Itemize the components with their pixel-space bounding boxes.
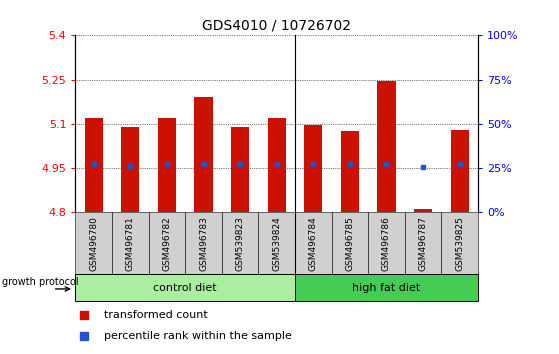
Bar [75, 212, 112, 274]
Bar [295, 212, 331, 274]
Text: percentile rank within the sample: percentile rank within the sample [103, 331, 291, 341]
Text: GSM496780: GSM496780 [89, 216, 98, 271]
Bar [442, 212, 478, 274]
Text: GSM496781: GSM496781 [126, 216, 135, 271]
Text: control diet: control diet [153, 282, 217, 293]
Text: GSM539824: GSM539824 [272, 216, 281, 271]
Text: GSM496782: GSM496782 [163, 216, 172, 271]
Bar [149, 212, 185, 274]
Text: GSM539823: GSM539823 [235, 216, 245, 271]
Text: GSM496787: GSM496787 [419, 216, 428, 271]
Bar [258, 212, 295, 274]
Bar [377, 81, 396, 212]
Text: growth protocol: growth protocol [2, 277, 78, 287]
Bar [304, 125, 323, 212]
Bar [368, 212, 405, 274]
Bar [185, 212, 222, 274]
Text: high fat diet: high fat diet [352, 282, 420, 293]
Text: GSM496784: GSM496784 [309, 216, 318, 271]
Bar [295, 274, 478, 301]
Bar [414, 210, 432, 212]
Text: transformed count: transformed count [103, 310, 207, 320]
Title: GDS4010 / 10726702: GDS4010 / 10726702 [202, 19, 351, 33]
Bar [112, 212, 149, 274]
Text: GSM539825: GSM539825 [455, 216, 464, 271]
Bar [158, 118, 176, 212]
Bar [75, 274, 295, 301]
Bar [231, 127, 249, 212]
Bar [222, 212, 258, 274]
Bar [268, 118, 286, 212]
Bar [84, 118, 103, 212]
Bar [405, 212, 442, 274]
Bar [451, 130, 469, 212]
Text: GSM496785: GSM496785 [345, 216, 354, 271]
Bar [331, 212, 368, 274]
Bar [341, 131, 359, 212]
Text: GSM496783: GSM496783 [199, 216, 208, 271]
Bar [195, 97, 212, 212]
Bar [121, 127, 140, 212]
Text: GSM496786: GSM496786 [382, 216, 391, 271]
